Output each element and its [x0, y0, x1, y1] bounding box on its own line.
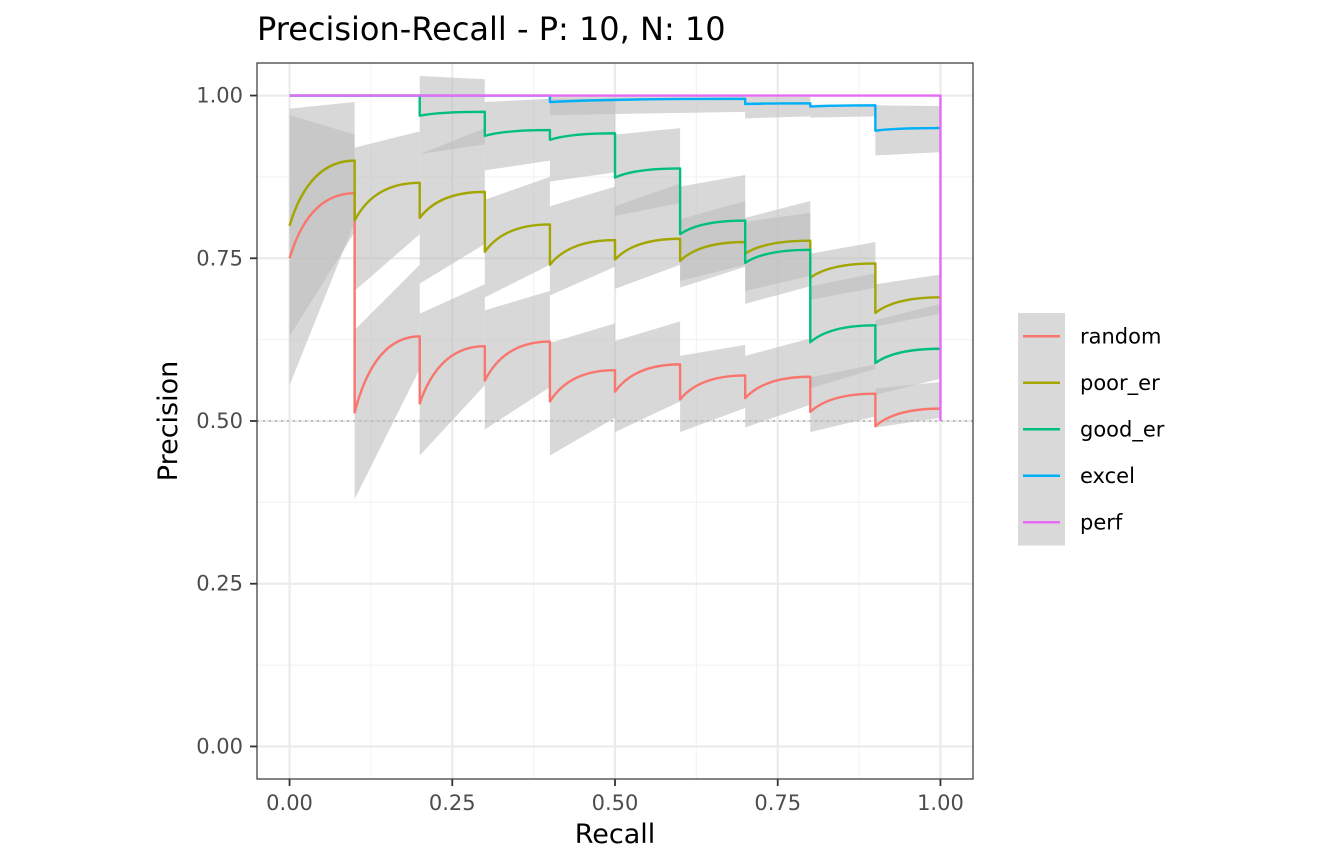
band-excel	[875, 105, 941, 156]
x-axis-title: Recall	[575, 819, 656, 850]
y-tick-label: 0.25	[196, 572, 243, 596]
band-random	[549, 323, 615, 456]
band-good_er	[875, 303, 941, 395]
series-line-excel	[289, 94, 941, 132]
band-good_er	[680, 174, 746, 282]
band-good_er	[810, 273, 876, 389]
legend-label-perf: perf	[1080, 510, 1123, 534]
band-good_er	[484, 98, 550, 171]
series-lines	[288, 94, 942, 428]
series-line-perf	[289, 94, 942, 421]
x-tick-label: 1.00	[917, 791, 964, 815]
band-good_er	[745, 212, 811, 304]
legend-label-good_er: good_er	[1080, 417, 1165, 442]
series-line-poor_er	[288, 159, 941, 315]
band-random	[680, 344, 746, 433]
legend-label-random: random	[1080, 324, 1161, 348]
y-axis-title: Precision	[153, 361, 184, 481]
y-tick-label: 0.00	[196, 734, 243, 758]
x-tick-label: 0.75	[754, 791, 801, 815]
y-tick-label: 0.75	[196, 246, 243, 270]
y-tick-label: 0.50	[196, 409, 243, 433]
band-excel	[745, 96, 811, 119]
band-random	[419, 284, 485, 456]
legend-label-excel: excel	[1080, 464, 1135, 488]
band-poor_er	[484, 176, 550, 298]
series-line-random	[288, 191, 941, 428]
band-excel	[810, 104, 876, 118]
band-random	[745, 338, 811, 428]
band-random	[354, 264, 420, 500]
x-tick-label: 0.00	[266, 791, 313, 815]
x-axis: 0.00 0.25 0.50 0.75 1.00	[266, 779, 964, 815]
series-line-good_er	[289, 94, 941, 365]
x-tick-label: 0.25	[429, 791, 476, 815]
y-tick-label: 1.00	[196, 84, 243, 108]
band-poor_er	[289, 115, 355, 337]
confidence-bands	[289, 76, 941, 500]
chart-title: Precision-Recall - P: 10, N: 10	[257, 10, 726, 48]
band-random	[615, 321, 681, 433]
band-good_er	[615, 128, 681, 216]
band-poor_er	[354, 131, 420, 291]
band-good_er	[549, 98, 615, 182]
band-poor_er	[419, 128, 485, 284]
legend-label-poor_er: poor_er	[1080, 371, 1160, 396]
y-axis: 0.00 0.25 0.50 0.75 1.00	[196, 84, 257, 758]
band-random	[484, 290, 550, 430]
band-poor_er	[549, 186, 615, 296]
x-tick-label: 0.50	[592, 791, 639, 815]
